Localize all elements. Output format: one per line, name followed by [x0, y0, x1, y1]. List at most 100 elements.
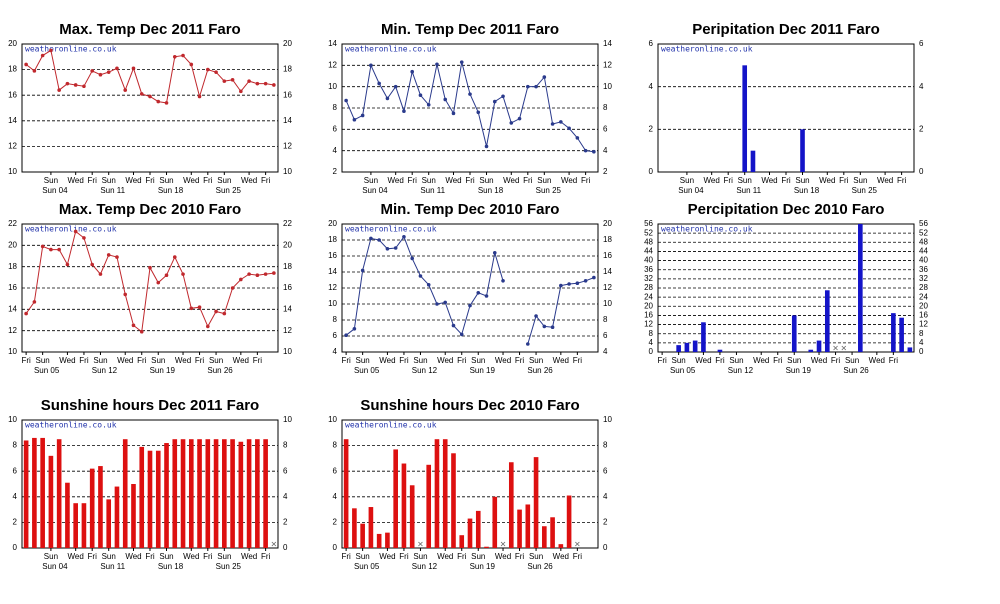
y2-tick-label: 2	[603, 167, 608, 176]
data-point	[181, 272, 185, 276]
data-point	[344, 98, 348, 103]
y2-tick-label: 20	[283, 240, 292, 249]
data-point	[90, 262, 94, 267]
y-tick-label: 12	[8, 142, 17, 151]
watermark: weatheronline.co.uk	[25, 421, 117, 430]
y2-tick-label: 10	[283, 415, 292, 424]
data-point	[426, 283, 431, 287]
data-point	[206, 324, 210, 329]
bar	[48, 455, 54, 548]
x-tick-label: Fri	[399, 356, 409, 365]
week-label: Sun 26	[527, 562, 553, 571]
x-tick-label: Sun	[529, 552, 543, 561]
y2-tick-label: 4	[919, 338, 924, 347]
week-label: Sun 12	[92, 366, 118, 375]
data-point	[583, 279, 588, 283]
bar	[816, 340, 822, 352]
data-point	[509, 121, 514, 125]
data-point	[214, 70, 218, 74]
y2-tick-label: 24	[919, 292, 928, 301]
bar	[131, 484, 136, 548]
data-point	[164, 101, 169, 105]
x-tick-label: Sun	[845, 356, 859, 365]
data-point	[369, 236, 373, 241]
bar	[238, 441, 244, 548]
data-point	[476, 110, 481, 115]
week-label: Sun 11	[736, 186, 761, 195]
y2-tick-label: 6	[603, 124, 608, 133]
bar	[434, 439, 440, 548]
bar	[139, 446, 145, 548]
bar	[907, 347, 913, 352]
y2-tick-label: 14	[603, 267, 612, 276]
week-label: Sun 18	[158, 186, 184, 195]
x-tick-label: Wed	[175, 356, 191, 365]
y-tick-label: 36	[644, 265, 653, 274]
y2-tick-label: 36	[919, 265, 928, 274]
x-tick-label: Sun	[36, 356, 50, 365]
data-point	[451, 323, 456, 328]
data-point	[559, 283, 563, 288]
x-tick-label: Sun	[356, 356, 370, 365]
data-point	[393, 246, 398, 250]
plot-frame	[341, 223, 599, 353]
watermark: weatheronline.co.uk	[661, 45, 753, 54]
y2-tick-label: 10	[603, 299, 612, 308]
data-point	[32, 69, 37, 73]
data-point	[352, 327, 357, 331]
data-point	[377, 81, 381, 86]
data-point	[426, 103, 431, 107]
x-tick-label: Fri	[253, 356, 263, 365]
week-label: Sun 18	[478, 186, 504, 195]
y-tick-label: 4	[649, 82, 654, 91]
data-point	[468, 92, 472, 96]
y-tick-label: 2	[649, 124, 654, 133]
x-tick-label: Fri	[523, 176, 533, 185]
data-point	[24, 311, 28, 316]
data-point	[230, 78, 235, 82]
bar	[263, 439, 268, 548]
x-tick-label: Wed	[704, 176, 720, 185]
x-tick-label: Wed	[503, 176, 519, 185]
y2-tick-label: 18	[283, 65, 292, 74]
week-label: Sun 04	[678, 186, 704, 195]
x-tick-label: Fri	[145, 176, 155, 185]
data-point	[214, 309, 218, 314]
bar	[701, 322, 706, 352]
x-tick-label: Fri	[724, 176, 734, 185]
x-tick-label: Wed	[233, 356, 249, 365]
x-tick-label: Wed	[379, 552, 395, 561]
data-point	[82, 84, 86, 89]
bar	[508, 462, 514, 548]
data-point	[542, 75, 547, 79]
x-tick-label: Wed	[695, 356, 711, 365]
data-point	[65, 262, 70, 267]
bar	[65, 482, 70, 548]
x-tick-label: Fri	[145, 552, 155, 561]
data-point	[73, 229, 78, 234]
bar	[426, 464, 432, 548]
bar	[376, 533, 382, 548]
week-label: Sun 25	[216, 562, 242, 571]
x-tick-label: Wed	[553, 356, 569, 365]
y-tick-label: 8	[13, 441, 18, 450]
x-tick-label: Fri	[515, 552, 525, 561]
week-label: Sun 19	[150, 366, 176, 375]
x-tick-label: Wed	[437, 356, 453, 365]
missing-marker	[575, 541, 580, 547]
x-tick-label: Sun	[217, 552, 231, 561]
bar	[230, 439, 235, 548]
week-label: Sun 19	[470, 562, 496, 571]
x-tick-label: Wed	[117, 356, 133, 365]
y2-tick-label: 20	[603, 219, 612, 228]
data-point	[272, 83, 276, 87]
y-tick-label: 4	[333, 347, 338, 356]
data-point	[501, 279, 505, 283]
week-label: Sun 05	[670, 366, 696, 375]
x-tick-label: Wed	[761, 176, 777, 185]
y2-tick-label: 4	[603, 347, 608, 356]
bar	[525, 504, 531, 548]
chart-title: Max. Temp Dec 2010 Faro	[59, 201, 241, 218]
data-point	[222, 311, 227, 316]
data-point	[526, 342, 530, 346]
